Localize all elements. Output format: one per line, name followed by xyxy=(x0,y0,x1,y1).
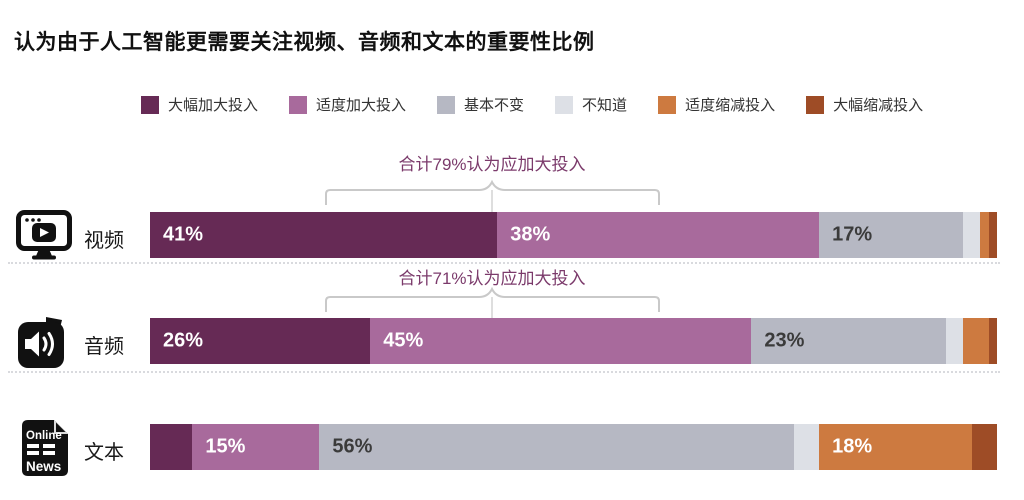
legend-label: 适度加大投入 xyxy=(316,97,407,114)
bar-segment xyxy=(988,212,997,258)
bar-segment-value: 15% xyxy=(205,435,246,458)
legend-swatch-icon xyxy=(658,95,677,114)
brace-bracket-audio xyxy=(325,286,660,320)
bar-segment xyxy=(971,424,997,470)
bar-segment xyxy=(946,318,964,364)
legend-label: 基本不变 xyxy=(464,97,525,114)
bar-segment-value: 56% xyxy=(332,435,373,458)
bar-segment xyxy=(150,424,193,470)
bar-segment-value: 26% xyxy=(163,329,204,352)
bar-segment xyxy=(793,424,820,470)
row-label-text: 文本 xyxy=(84,442,124,464)
annotation-video-total: 合计79%认为应加大投入 xyxy=(398,155,586,174)
bar-segment: 23% xyxy=(751,318,947,364)
bar-segment xyxy=(963,212,981,258)
legend-swatch-icon xyxy=(806,95,825,114)
audio-speaker-icon xyxy=(18,317,64,368)
annotation-audio-total: 合计71%认为应加大投入 xyxy=(398,269,586,288)
legend-item-strong-increase: 大幅加大投入 xyxy=(141,94,258,115)
legend-swatch-icon xyxy=(555,95,574,114)
legend-label: 不知道 xyxy=(582,97,628,114)
legend-swatch-icon xyxy=(141,95,159,114)
bar-segment-value: 38% xyxy=(510,223,551,246)
legend-label: 大幅缩减投入 xyxy=(833,97,924,114)
svg-text:Online: Online xyxy=(26,430,62,442)
legend-item-strong-decrease: 大幅缩减投入 xyxy=(806,94,923,115)
stacked-bar-text: 15% 56% 18% xyxy=(150,424,997,470)
online-news-document-icon: Online News xyxy=(22,420,68,476)
bar-segment-value: 18% xyxy=(832,435,873,458)
bar-segment-value: 45% xyxy=(383,329,424,352)
video-monitor-play-icon xyxy=(16,210,72,260)
row-label-video: 视频 xyxy=(84,230,124,252)
legend-label: 适度缩减投入 xyxy=(685,97,776,114)
bar-segment: 18% xyxy=(819,424,972,470)
bar-segment: 26% xyxy=(150,318,371,364)
legend-item-moderate-decrease: 适度缩减投入 xyxy=(658,94,775,115)
page-title: 认为由于人工智能更需要关注视频、音频和文本的重要性比例 xyxy=(14,31,595,54)
legend: 大幅加大投入 适度加大投入 基本不变 不知道 适度缩减投入 大幅缩减投入 xyxy=(141,94,923,115)
row-label-audio: 音频 xyxy=(84,336,124,358)
bar-segment: 56% xyxy=(319,424,794,470)
bar-segment: 17% xyxy=(819,212,964,258)
stacked-bar-audio: 26% 45% 23% xyxy=(150,318,997,364)
legend-label: 大幅加大投入 xyxy=(168,97,259,114)
row-separator xyxy=(8,371,1000,373)
legend-item-moderate-increase: 适度加大投入 xyxy=(289,94,406,115)
bar-segment: 41% xyxy=(150,212,498,258)
legend-item-unknown: 不知道 xyxy=(555,94,627,115)
bar-segment: 45% xyxy=(370,318,752,364)
legend-item-unchanged: 基本不变 xyxy=(437,94,524,115)
brace-bracket-video xyxy=(325,179,660,213)
legend-swatch-icon xyxy=(437,95,456,114)
bar-segment-value: 23% xyxy=(764,329,805,352)
bar-segment-value: 17% xyxy=(832,223,873,246)
svg-text:News: News xyxy=(26,459,61,474)
row-separator xyxy=(8,262,1000,264)
bar-segment-value: 41% xyxy=(163,223,204,246)
legend-swatch-icon xyxy=(289,95,308,114)
stacked-bar-video: 41% 38% 17% xyxy=(150,212,997,258)
bar-segment xyxy=(988,318,997,364)
bar-segment: 15% xyxy=(192,424,320,470)
bar-segment xyxy=(963,318,989,364)
bar-segment xyxy=(980,212,989,258)
bar-segment: 38% xyxy=(497,212,820,258)
